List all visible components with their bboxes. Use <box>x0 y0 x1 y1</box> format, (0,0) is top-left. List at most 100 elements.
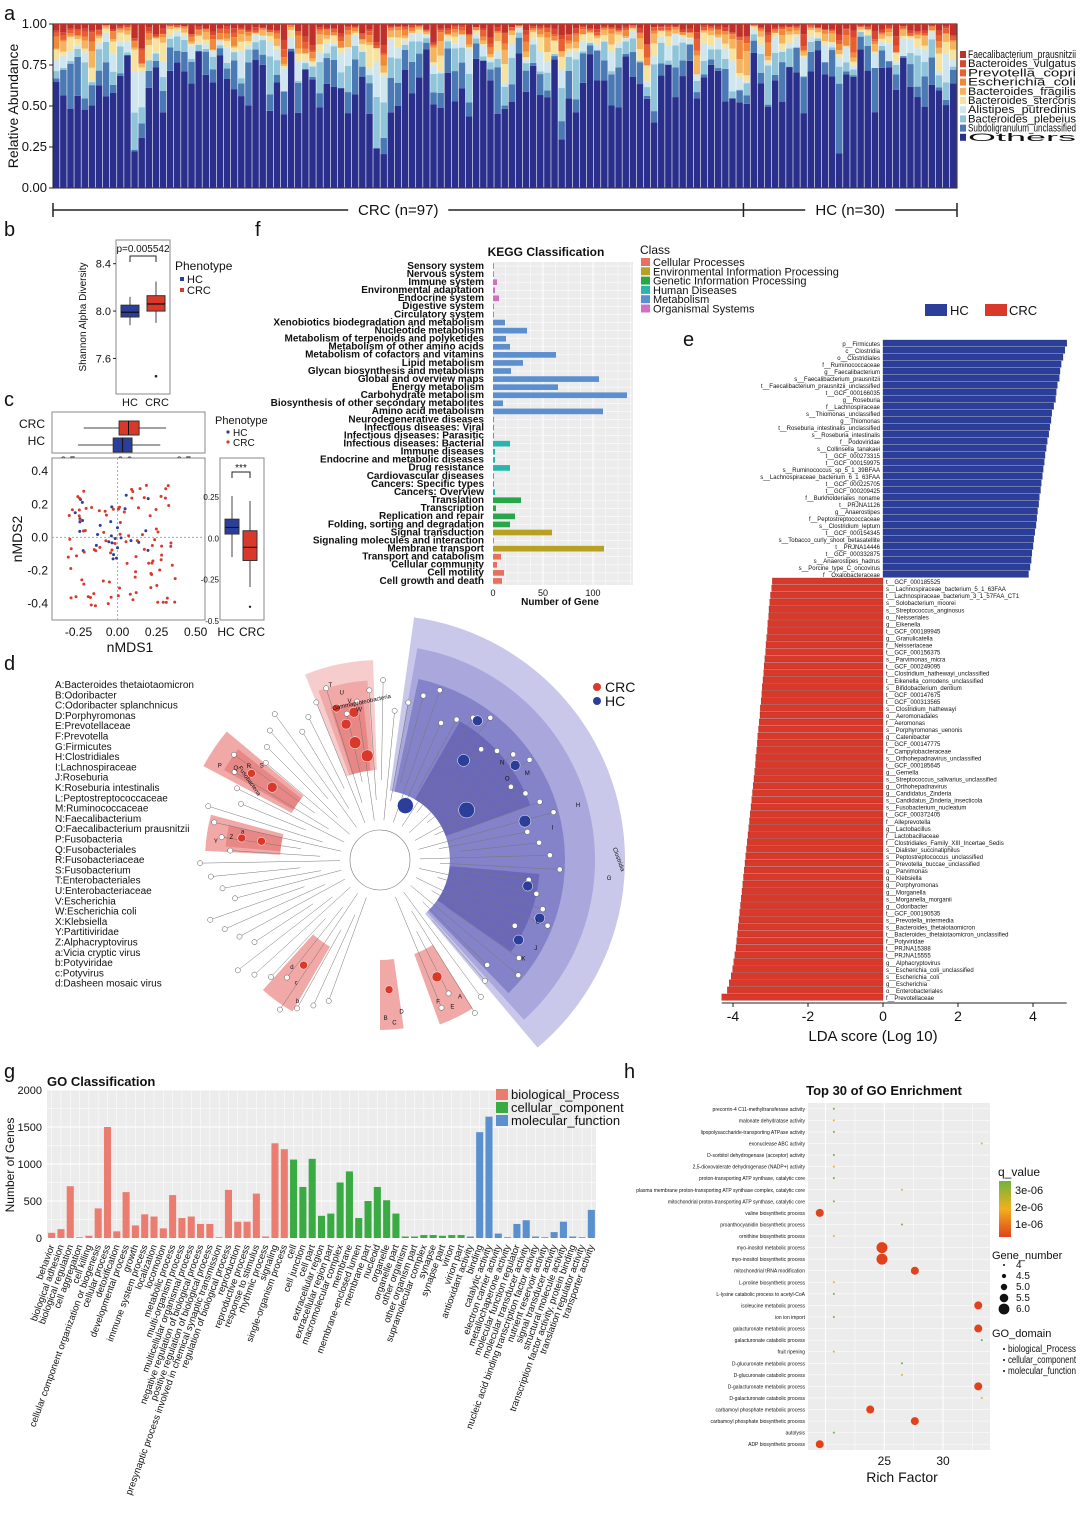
bar-segment <box>750 29 758 35</box>
bar-segment <box>145 39 153 46</box>
bar-segment <box>344 26 352 31</box>
scatter-point <box>109 520 113 524</box>
bar-segment <box>309 64 316 67</box>
bar-segment <box>238 41 245 51</box>
clade-key-entry: K:Roseburia intestinalis <box>55 783 160 794</box>
bar-segment <box>302 48 309 53</box>
bar-segment <box>166 25 174 27</box>
bar-segment <box>679 42 686 61</box>
bar <box>159 1228 167 1238</box>
lda-bar-crc <box>752 789 884 797</box>
bar-segment <box>665 31 672 37</box>
bar-segment <box>408 32 416 35</box>
bar-segment <box>729 32 736 34</box>
bar-segment <box>850 76 857 188</box>
scatter-point <box>146 548 150 552</box>
category-label: Drug resistance <box>408 463 484 474</box>
bar-segment <box>871 41 879 44</box>
bar-segment <box>522 51 530 58</box>
lda-bar-crc <box>754 768 884 775</box>
clade-letter: T <box>329 683 333 689</box>
lda-bar-hc <box>882 514 1037 522</box>
bar-segment <box>323 58 331 84</box>
bar-segment <box>537 51 544 72</box>
q-colorbar <box>999 1181 1011 1237</box>
bar-segment <box>330 28 338 33</box>
lda-bar-crc <box>756 747 884 754</box>
scatter-point <box>116 594 120 598</box>
scatter-point <box>164 600 168 604</box>
lda-bar-hc <box>882 535 1034 543</box>
lda-label-hc: t__GCF_000159975 <box>826 461 881 467</box>
bar-segment <box>949 40 957 42</box>
bar-segment <box>273 38 281 46</box>
enrichment-point <box>832 1281 835 1284</box>
bar-segment <box>565 35 573 41</box>
bar-segment <box>693 74 701 82</box>
tree-branch <box>254 903 314 943</box>
bar-segment <box>593 29 601 33</box>
bar-segment <box>166 35 174 39</box>
lda-label-hc: f__Peptostreptococcaceae <box>809 517 881 523</box>
lda-bar-hc <box>882 346 1066 354</box>
lda-label-crc: o__Enterobacteriales <box>886 989 943 995</box>
tree-branch <box>234 869 342 899</box>
legend-label: biological_Process <box>1008 1344 1076 1355</box>
bar-segment <box>401 49 409 70</box>
bar-segment <box>458 47 466 63</box>
lda-label-hc: c__Clostridia <box>845 349 880 355</box>
lda-label-hc: s__Ruminococcus_sp_5_1_39BFAA <box>783 468 880 474</box>
clade-key-entry: N:Faecalibacterium <box>55 814 141 825</box>
bar-segment <box>622 41 629 54</box>
tree-branch <box>254 886 351 975</box>
bar-segment <box>88 32 96 42</box>
bar-segment <box>238 30 245 34</box>
bar <box>493 408 603 415</box>
category-label: Membrane transport <box>387 543 484 554</box>
term-label: D-glucuronate metabolic process <box>732 1361 806 1367</box>
bar-segment <box>174 62 181 189</box>
bar-segment <box>451 71 459 102</box>
scatter-point <box>98 545 102 549</box>
bar-segment <box>615 28 622 31</box>
bar-segment <box>835 50 843 55</box>
tree-branch <box>445 905 520 959</box>
scatter-point <box>77 508 81 512</box>
lda-bar-crc <box>750 803 884 811</box>
bar-segment <box>665 36 672 46</box>
bar-segment <box>259 35 266 37</box>
bar-segment <box>387 30 395 38</box>
bar-segment <box>181 35 188 40</box>
term-label: D-sorbitol dehydrogenase (acceptor) acti… <box>707 1153 805 1159</box>
bar-segment <box>636 32 644 34</box>
bar-segment <box>430 92 437 105</box>
tree-node <box>436 687 443 694</box>
tree-branch <box>265 762 350 835</box>
bar-segment <box>928 26 936 31</box>
bar-segment <box>316 30 323 35</box>
lda-bar-crc <box>738 916 884 924</box>
scatter-point <box>68 537 72 541</box>
enrichment-point <box>832 1350 835 1353</box>
bar-segment <box>686 38 694 44</box>
bar-segment <box>131 49 138 73</box>
bar-segment <box>487 43 494 48</box>
tree-branch <box>434 793 526 836</box>
scatter-point <box>159 558 163 562</box>
side-box-tick: 0.0 <box>208 534 220 543</box>
bar-segment <box>245 44 252 50</box>
bar-segment <box>558 68 565 89</box>
scatter-point <box>161 600 165 604</box>
bar-segment <box>316 24 323 28</box>
bar-segment <box>871 43 879 52</box>
bar-segment <box>280 39 288 50</box>
bar-segment <box>323 53 331 59</box>
bar-segment <box>743 81 750 84</box>
lda-label-hc: t__GCF_000225705 <box>826 482 881 488</box>
lda-bar-crc <box>759 718 884 726</box>
bar-segment <box>843 47 850 63</box>
bar-segment <box>885 36 893 44</box>
bar-segment <box>138 24 145 49</box>
bar-segment <box>537 37 544 52</box>
bar-segment <box>316 62 323 94</box>
